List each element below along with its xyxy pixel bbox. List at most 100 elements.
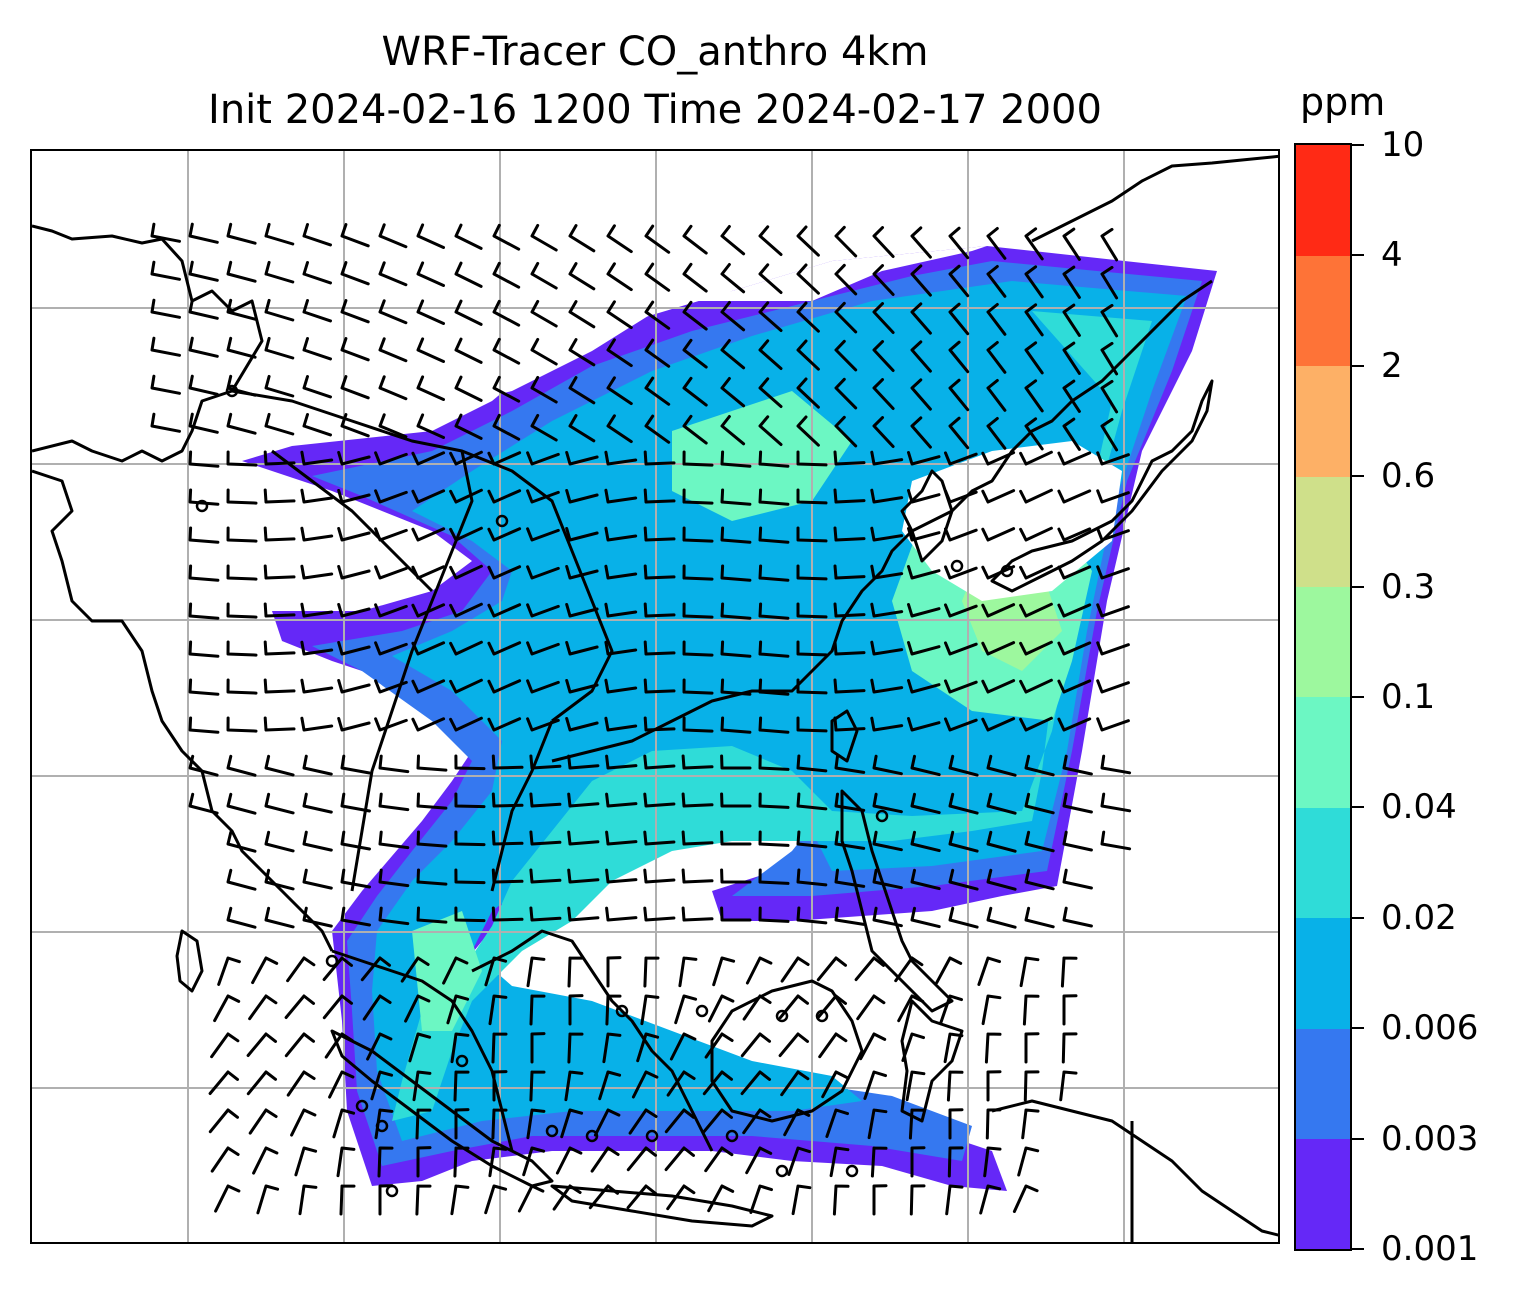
- wind-barb: [487, 527, 522, 542]
- wind-barb: [378, 906, 410, 926]
- wind-barb: [302, 337, 332, 361]
- wind-barb: [526, 1108, 546, 1140]
- wind-barb: [492, 375, 521, 403]
- wind-barb: [833, 450, 866, 466]
- wind-barb: [872, 226, 895, 258]
- wind-barb: [217, 956, 241, 986]
- wind-barb: [643, 640, 676, 656]
- wind-barb: [644, 414, 671, 444]
- colorbar-segment: [1296, 917, 1350, 1029]
- coastline-india: [32, 224, 334, 952]
- wind-barb: [408, 1032, 432, 1063]
- wind-barb: [530, 1032, 546, 1064]
- wind-barb: [378, 261, 408, 287]
- wind-barb: [1024, 754, 1055, 777]
- wind-barb: [1100, 379, 1119, 414]
- wind-barb: [758, 678, 790, 696]
- wind-barb: [567, 956, 584, 988]
- wind-barb: [720, 754, 752, 770]
- colorbar-tick: [1352, 1137, 1364, 1140]
- wind-barb: [491, 792, 524, 808]
- wind-barb: [339, 1184, 356, 1216]
- wind-barb: [449, 678, 483, 694]
- wind-barb: [872, 378, 895, 410]
- wind-barb: [1062, 792, 1093, 814]
- wind-barb: [442, 956, 469, 985]
- wind-barb: [263, 450, 296, 466]
- wind-barb: [944, 527, 978, 542]
- colorbar-tick-label: 10: [1381, 125, 1425, 165]
- wind-barb: [796, 339, 820, 371]
- wind-barb: [910, 378, 932, 411]
- wind-barb: [340, 868, 371, 889]
- wind-barb: [833, 526, 866, 542]
- chart-title-line1: WRF-Tracer CO_anthro 4km: [381, 29, 929, 75]
- calm-wind-circle: [695, 1004, 709, 1018]
- wind-barb: [370, 1070, 394, 1101]
- wind-barb: [1060, 956, 1078, 988]
- wind-barb: [1024, 341, 1044, 375]
- wind-barb: [907, 717, 941, 732]
- wind-barb: [188, 678, 220, 696]
- wind-barb: [986, 303, 1007, 336]
- wind-barb: [328, 1070, 355, 1099]
- wind-barb: [644, 376, 671, 406]
- wind-barb: [833, 716, 866, 732]
- wind-barb: [1062, 379, 1081, 413]
- wind-barb: [681, 754, 714, 770]
- wind-barb: [778, 994, 809, 1020]
- wind-barb: [742, 994, 772, 1021]
- wind-barb: [412, 1070, 432, 1102]
- wind-barb: [593, 1108, 621, 1137]
- wind-barb: [682, 338, 708, 369]
- wind-barb: [628, 1108, 658, 1135]
- wind-barb: [1024, 303, 1044, 337]
- wind-barb: [816, 956, 847, 982]
- chart-title-line2: Init 2024-02-16 1200 Time 2024-02-17 200…: [208, 87, 1102, 133]
- wind-barb: [796, 263, 820, 295]
- wind-barb: [226, 564, 258, 581]
- wind-barb: [1019, 956, 1040, 988]
- wind-barb: [454, 337, 483, 364]
- wind-barb: [1062, 303, 1081, 337]
- wind-barb: [758, 377, 783, 408]
- wind-barb: [411, 489, 446, 504]
- wind-barb: [905, 1070, 926, 1102]
- wind-barb: [986, 379, 1007, 412]
- wind-barb: [605, 994, 622, 1026]
- wind-barb: [492, 337, 521, 365]
- wind-barb: [1100, 341, 1119, 376]
- wind-barb: [666, 1184, 696, 1211]
- wind-barb: [449, 526, 483, 542]
- wind-barb: [604, 602, 638, 618]
- wind-barb: [1057, 489, 1092, 504]
- wind-barb: [210, 1146, 240, 1173]
- wind-barb: [526, 489, 560, 504]
- calm-wind-circle: [1000, 564, 1014, 578]
- wind-barb: [522, 1146, 546, 1177]
- wind-barb: [300, 450, 334, 466]
- wind-barb: [340, 413, 370, 438]
- wind-barb: [833, 488, 866, 504]
- wind-barb: [302, 261, 332, 285]
- wind-barb: [526, 641, 560, 656]
- wind-barb: [449, 564, 483, 580]
- colorbar-tick-label: 0.003: [1381, 1118, 1479, 1159]
- wind-barb: [834, 906, 866, 926]
- wind-barb: [796, 450, 828, 467]
- wind-barb: [213, 994, 241, 1023]
- wind-barb: [909, 1184, 926, 1216]
- wind-barb: [1024, 265, 1044, 299]
- wind-barb: [981, 451, 1016, 466]
- wind-barb: [720, 640, 752, 658]
- calm-wind-circle: [950, 559, 964, 573]
- wind-barb: [1012, 1184, 1039, 1213]
- wind-barb: [682, 526, 714, 543]
- wind-barb: [340, 830, 371, 851]
- wind-barb: [834, 339, 858, 372]
- wind-barb: [378, 299, 408, 325]
- coastline-japan: [990, 379, 1214, 593]
- wind-barb: [981, 994, 1002, 1026]
- wind-barb: [226, 602, 258, 619]
- wind-barb: [449, 640, 483, 656]
